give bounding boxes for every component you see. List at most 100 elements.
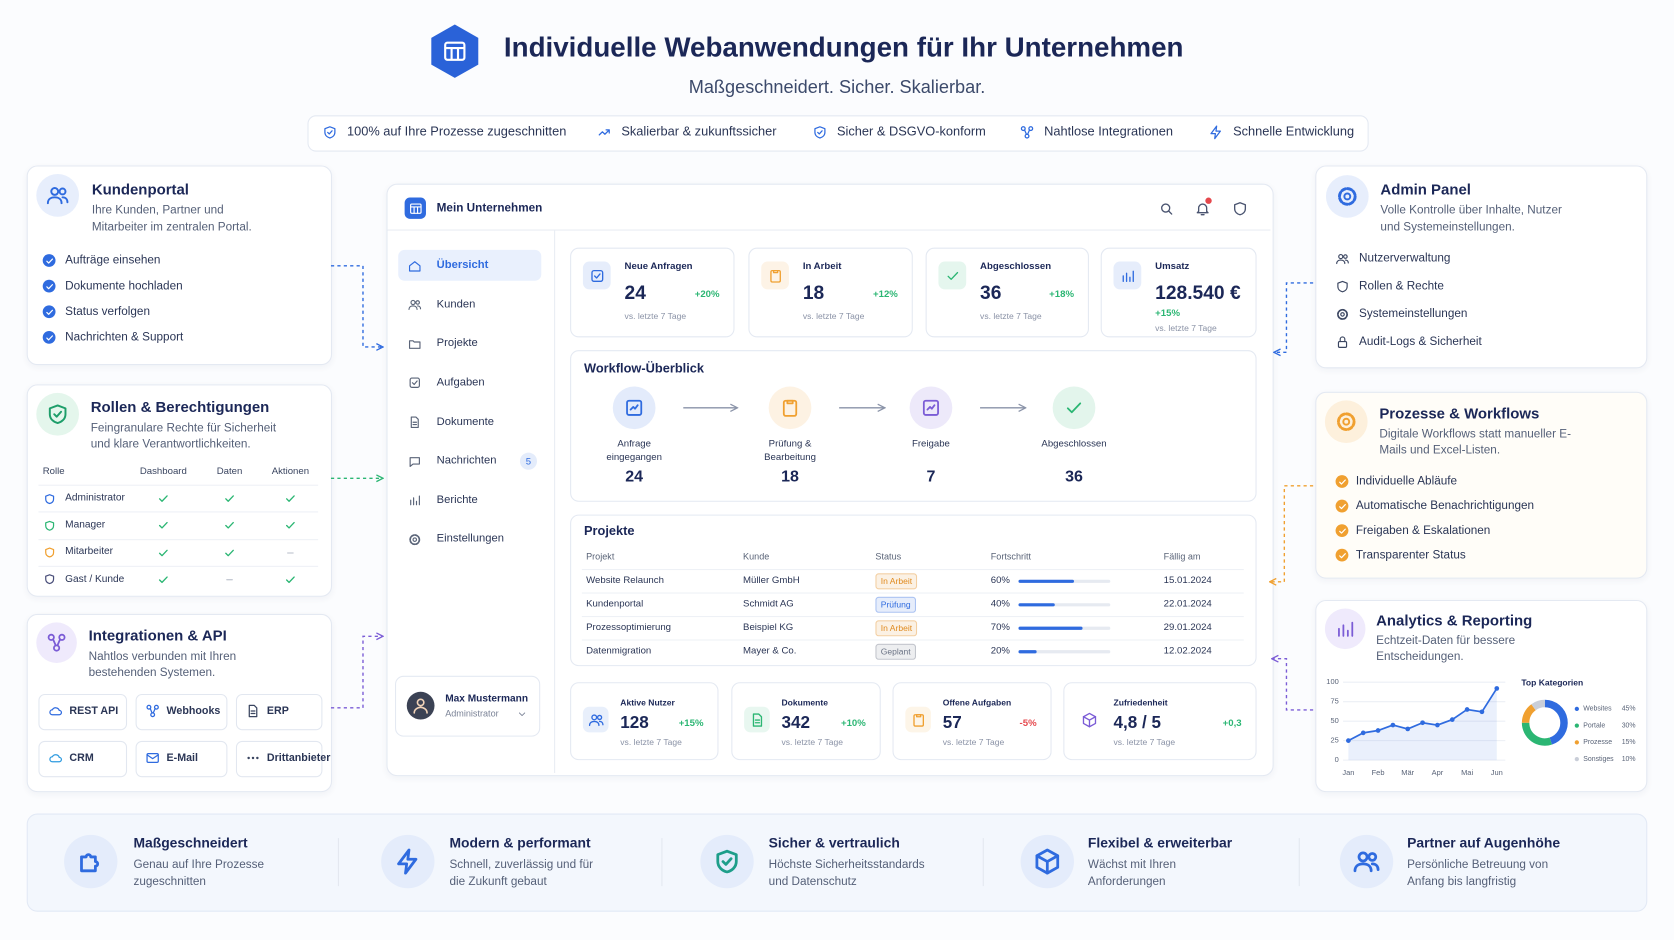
icon-part	[1342, 253, 1348, 259]
icon-part	[411, 537, 417, 542]
icon-part	[146, 704, 152, 710]
icon-part	[409, 299, 416, 306]
nav-icon	[407, 258, 422, 273]
projects-card	[570, 514, 1257, 667]
icon-part	[80, 853, 100, 873]
header-icon	[1156, 199, 1175, 218]
badge-icon	[811, 124, 828, 141]
icon-part	[444, 41, 466, 61]
icon-part	[158, 522, 168, 529]
icon-part	[1344, 258, 1349, 263]
icon-part	[1196, 202, 1209, 213]
feature-icon	[381, 834, 435, 889]
icon-part	[1066, 402, 1082, 414]
progress-label: 20%	[990, 644, 1010, 656]
progress-bar	[1018, 649, 1037, 653]
nav-item: Kunden	[436, 297, 476, 311]
nav-item: Nachrichten	[436, 453, 497, 467]
icon-part	[518, 712, 526, 717]
icon-part	[1338, 621, 1354, 637]
feature-text: Höchste Sicherheitsstandards und Datensc…	[768, 858, 925, 889]
icon-part	[45, 334, 53, 340]
icon-part	[285, 576, 295, 583]
icon-part	[1338, 478, 1346, 485]
role-name: Administrator	[65, 491, 125, 504]
chip-icon	[246, 751, 261, 766]
role-name: Manager	[65, 518, 106, 531]
kpi-value: 128.540 €	[1155, 282, 1241, 304]
section-text: Volle Kontrolle über Inhalte, Nutzer und…	[1380, 203, 1562, 234]
icon-part	[150, 712, 156, 718]
user-name: Max Mustermann	[445, 692, 529, 705]
stat-value: 4,8 / 5	[1113, 713, 1161, 732]
list-item: Audit-Logs & Sicherheit	[1359, 335, 1482, 348]
kpi-value: 24	[624, 282, 646, 304]
icon-part	[444, 41, 466, 61]
chip-icon	[48, 704, 63, 719]
icon-part	[327, 130, 333, 135]
icon-part	[588, 720, 600, 726]
icon-part	[1122, 270, 1134, 282]
header-icon	[1193, 199, 1212, 218]
section-icon	[36, 174, 80, 217]
icon-part	[598, 720, 604, 725]
icon-part	[158, 576, 168, 583]
nav-icon	[407, 532, 422, 547]
icon-part	[409, 202, 422, 214]
sidebar-line	[554, 230, 556, 773]
header-icon	[1230, 199, 1249, 218]
chip-icon	[145, 704, 160, 719]
project-due: 29.01.2024	[1163, 621, 1212, 633]
chip-icon	[145, 751, 160, 766]
icon-part	[598, 129, 610, 136]
project-due: 12.02.2024	[1163, 644, 1212, 656]
icon-part	[408, 260, 421, 272]
icon-part	[946, 271, 958, 280]
feature-title: Maßgeschneidert	[133, 834, 248, 851]
icon-part	[1336, 280, 1348, 292]
stat-icon	[905, 706, 931, 733]
project-name: Website Relaunch	[586, 574, 664, 586]
icon-part	[1335, 253, 1349, 264]
kpi-delta: +12%	[872, 288, 898, 300]
icon-part	[80, 853, 100, 873]
icon-part	[1370, 862, 1380, 872]
icon-part	[431, 24, 479, 78]
card	[1315, 391, 1648, 579]
icon-part	[225, 495, 234, 502]
stat-note: vs. letzte 7 Tage	[942, 737, 1005, 748]
stat-note: vs. letzte 7 Tage	[781, 737, 844, 748]
integration-chip	[135, 693, 228, 731]
icon-part	[409, 456, 420, 467]
check-icon	[42, 330, 56, 344]
icon-part	[158, 495, 168, 502]
icon-part	[1082, 715, 1096, 727]
access-none	[283, 545, 298, 560]
list-item: Individuelle Abläufe	[1355, 474, 1458, 488]
icon-part	[408, 339, 421, 349]
icon-part	[590, 269, 603, 282]
nav-item: Aufgaben	[436, 375, 485, 389]
icon-part	[45, 334, 53, 340]
kpi-icon	[1113, 261, 1142, 290]
icon-part	[772, 269, 778, 273]
nav-active	[398, 249, 542, 281]
icon-part	[46, 187, 69, 205]
check-icon	[1335, 499, 1349, 513]
icon-part	[946, 271, 958, 280]
icon-part	[915, 713, 921, 717]
check-icon	[1335, 475, 1349, 488]
list-item: Dokumente hochladen	[65, 279, 183, 293]
icon-part	[158, 576, 168, 583]
icon-part	[626, 399, 643, 416]
stat-delta: +0,3	[1222, 717, 1242, 729]
icon-part	[146, 754, 159, 760]
integration-chip	[135, 740, 228, 778]
icon-part	[44, 574, 54, 585]
icon-part	[411, 421, 417, 426]
icon-part	[1338, 503, 1346, 509]
feature-icon	[700, 834, 754, 889]
badge-label: Nahtlose Integrationen	[1044, 124, 1174, 139]
icon-part	[1336, 412, 1356, 431]
feature-title: Modern & performant	[449, 834, 591, 851]
